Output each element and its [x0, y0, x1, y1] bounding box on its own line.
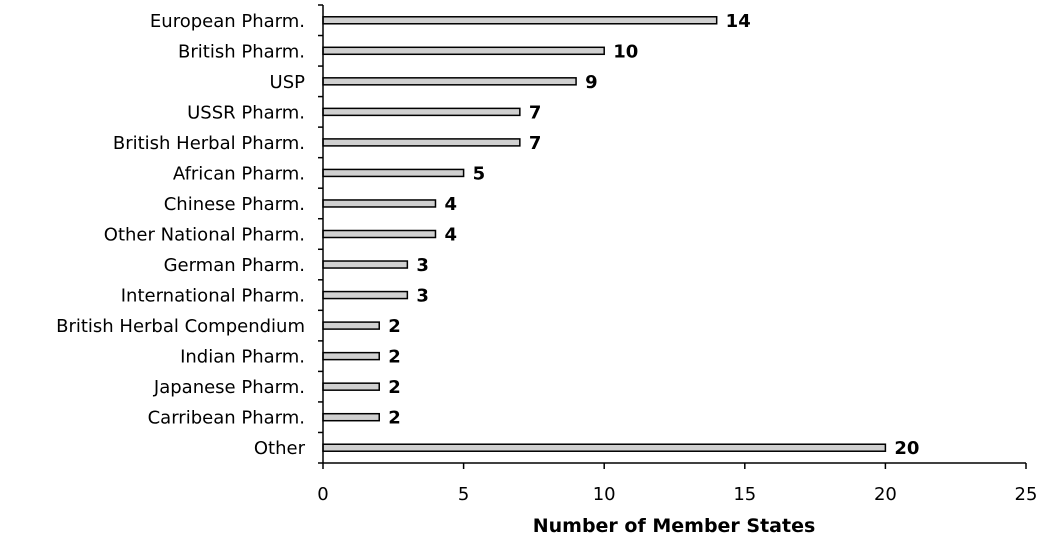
bar-10 [322, 321, 380, 330]
category-labels: European Pharm. British Pharm. USP USSR Pha… [56, 11, 306, 459]
x-axis: 0 5 10 15 20 25 [317, 462, 1038, 505]
y-axis [318, 4, 324, 464]
x-tick-label-1: 5 [458, 484, 469, 505]
bar-3 [322, 107, 521, 117]
x-tick-label-4: 20 [874, 484, 897, 505]
value-label-11: 2 [388, 347, 401, 368]
category-label-13: Carribean Pharm. [148, 408, 305, 429]
value-label-10: 2 [388, 316, 401, 337]
value-label-14: 20 [894, 438, 919, 459]
value-label-7: 4 [444, 225, 457, 246]
category-label-1: British Pharm. [178, 41, 305, 62]
value-label-12: 2 [388, 377, 401, 398]
value-label-6: 4 [444, 194, 457, 215]
category-label-4: British Herbal Pharm. [113, 133, 305, 154]
category-label-2: USP [270, 72, 306, 93]
x-tick-label-0: 0 [317, 484, 328, 505]
x-axis-title: Number of Member States [533, 515, 816, 537]
bar-14 [322, 443, 887, 452]
bar-8 [322, 260, 409, 269]
category-label-0: European Pharm. [150, 11, 305, 32]
category-label-6: Chinese Pharm. [164, 194, 305, 215]
value-label-1: 10 [613, 41, 638, 62]
bar-13 [322, 412, 380, 422]
value-label-5: 5 [473, 163, 486, 184]
bar-0 [322, 16, 718, 25]
category-label-14: Other [254, 438, 306, 459]
bar-5 [322, 168, 465, 178]
x-tick-label-5: 25 [1015, 484, 1038, 505]
bar-7 [322, 229, 437, 239]
value-label-13: 2 [388, 408, 401, 429]
value-label-2: 9 [585, 72, 598, 93]
value-label-8: 3 [416, 255, 429, 276]
value-label-3: 7 [529, 102, 542, 123]
category-label-8: German Pharm. [164, 255, 305, 276]
x-tick-label-2: 10 [593, 484, 616, 505]
category-label-3: USSR Pharm. [187, 102, 305, 123]
category-label-5: African Pharm. [173, 163, 305, 184]
value-label-0: 14 [726, 11, 751, 32]
category-label-11: Indian Pharm. [180, 347, 305, 368]
bar-4 [322, 138, 521, 147]
bar-2 [322, 77, 577, 86]
bar-1 [322, 46, 605, 56]
bar-11 [322, 351, 380, 361]
category-label-7: Other National Pharm. [104, 225, 305, 246]
category-label-12: Japanese Pharm. [153, 377, 305, 398]
bar-6 [322, 199, 437, 208]
value-label-4: 7 [529, 133, 542, 154]
bar-12 [322, 382, 380, 391]
bars-group [322, 16, 887, 452]
value-label-9: 3 [416, 286, 429, 307]
bar-9 [322, 290, 409, 300]
category-label-9: International Pharm. [121, 286, 305, 307]
x-tick-label-3: 15 [733, 484, 756, 505]
category-label-10: British Herbal Compendium [56, 316, 305, 337]
